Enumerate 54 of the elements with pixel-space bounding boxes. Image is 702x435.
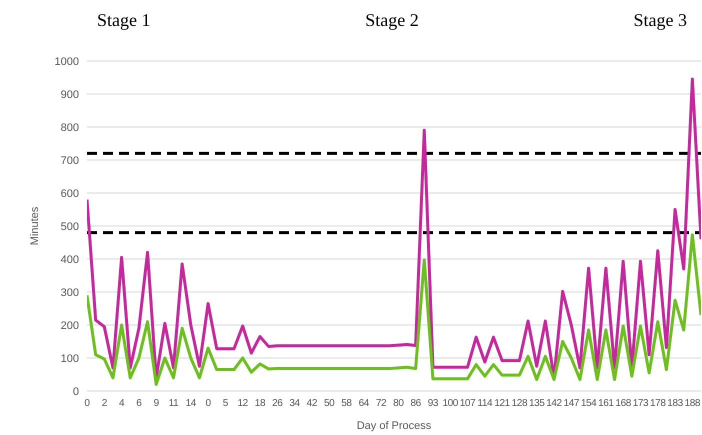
x-tick-label: 58 bbox=[341, 398, 352, 410]
x-tick-label: 50 bbox=[324, 398, 336, 410]
x-tick-label: 188 bbox=[684, 398, 701, 410]
x-tick-label: 114 bbox=[477, 398, 494, 410]
y-tick-label: 600 bbox=[60, 188, 79, 200]
x-tick-label: 168 bbox=[615, 398, 632, 410]
x-tick-label: 100 bbox=[442, 398, 459, 410]
x-tick-label: 147 bbox=[564, 398, 580, 410]
x-tick-label: 5 bbox=[222, 398, 229, 410]
y-tick-label: 500 bbox=[60, 220, 79, 233]
x-tick-label: 86 bbox=[410, 398, 422, 410]
x-tick-label: 121 bbox=[494, 398, 511, 410]
line-series bbox=[87, 78, 701, 380]
x-tick-label: 64 bbox=[358, 398, 370, 410]
text: Stage 2 bbox=[365, 10, 419, 31]
x-tick-label: 18 bbox=[254, 398, 266, 410]
x-tick-label: 42 bbox=[306, 398, 318, 410]
line-series bbox=[87, 233, 701, 386]
x-tick-label: 12 bbox=[238, 398, 249, 410]
x-tick-label: 0 bbox=[205, 398, 212, 410]
x-tick-label: 107 bbox=[460, 398, 476, 410]
x-axis-title: Day of Process bbox=[356, 420, 432, 432]
x-tick-label: 26 bbox=[272, 398, 284, 410]
x-tick-label: 178 bbox=[650, 398, 666, 410]
y-tick-label: 700 bbox=[60, 154, 79, 167]
y-axis-title: Minutes bbox=[28, 206, 41, 246]
y-tick-label: 800 bbox=[60, 122, 79, 134]
x-tick-label: 4 bbox=[119, 398, 126, 410]
y-tick-label: 300 bbox=[60, 286, 79, 299]
x-tick-label: 161 bbox=[598, 398, 614, 410]
x-tick-label: 14 bbox=[186, 398, 197, 410]
y-tick-label: 400 bbox=[60, 254, 79, 266]
y-tick-label: 1000 bbox=[54, 56, 79, 68]
x-tick-label: 135 bbox=[528, 398, 546, 410]
x-tick-label: 80 bbox=[393, 398, 404, 410]
x-tick-label: 93 bbox=[428, 398, 439, 410]
y-tick-label: 0 bbox=[72, 386, 79, 398]
x-tick-label: 2 bbox=[102, 398, 108, 410]
x-tick-label: 128 bbox=[512, 398, 528, 410]
text: Stage 3 bbox=[634, 10, 687, 31]
x-tick-label: 9 bbox=[154, 398, 160, 410]
x-tick-label: 0 bbox=[84, 398, 90, 410]
y-tick-label: 900 bbox=[60, 88, 79, 101]
y-tick-label: 200 bbox=[60, 320, 79, 332]
x-tick-label: 173 bbox=[632, 398, 650, 410]
x-tick-label: 154 bbox=[580, 398, 598, 410]
text: Stage 1 bbox=[97, 10, 150, 31]
x-tick-label: 11 bbox=[168, 398, 180, 410]
x-tick-label: 183 bbox=[667, 398, 684, 410]
x-tick-label: 6 bbox=[136, 398, 142, 410]
x-tick-label: 34 bbox=[289, 398, 301, 410]
x-tick-label: 72 bbox=[376, 398, 388, 410]
x-tick-label: 142 bbox=[546, 398, 563, 410]
y-tick-label: 100 bbox=[60, 352, 79, 365]
